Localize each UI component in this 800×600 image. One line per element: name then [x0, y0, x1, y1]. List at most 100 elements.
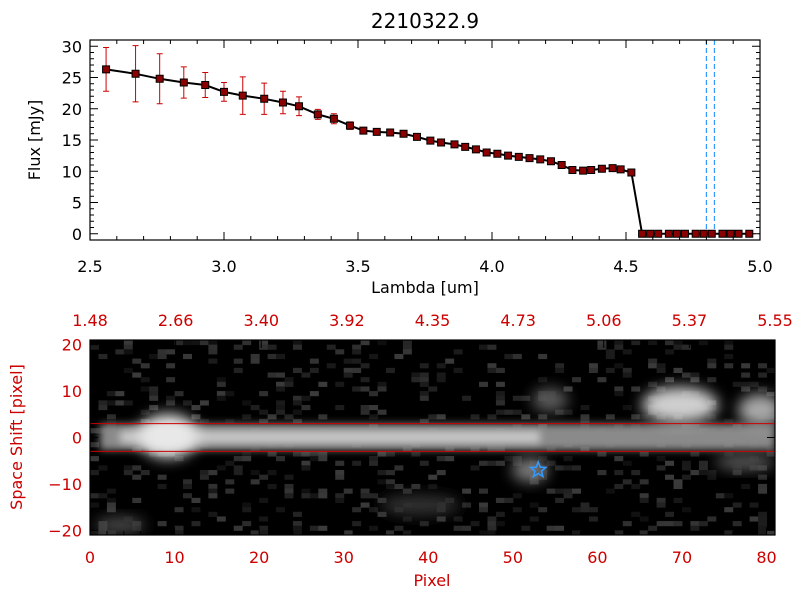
noise-pixel	[377, 479, 387, 485]
noise-pixel	[453, 516, 463, 522]
noise-pixel	[707, 377, 717, 383]
data-point	[627, 168, 636, 177]
noise-pixel	[419, 372, 429, 378]
noise-pixel	[233, 367, 243, 373]
noise-pixel	[698, 460, 708, 466]
noise-pixel	[597, 470, 607, 476]
spectrum-image	[90, 340, 775, 535]
x-tick-label: 70	[672, 548, 692, 567]
noise-pixel	[665, 377, 675, 383]
noise-pixel	[309, 493, 319, 499]
noise-pixel	[656, 521, 666, 527]
noise-pixel	[225, 488, 235, 494]
noise-pixel	[665, 511, 675, 517]
noise-pixel	[267, 353, 277, 360]
noise-pixel	[352, 386, 362, 392]
noise-pixel	[276, 409, 286, 415]
image-x-axis-label: Pixel	[413, 571, 450, 590]
noise-pixel	[352, 349, 362, 355]
noise-pixel	[250, 358, 260, 364]
noise-pixel	[495, 400, 505, 406]
aperture-lines	[90, 423, 775, 452]
data-point	[295, 102, 304, 111]
image-x-ticks: 0 10 20 30 40 50 60 70 80	[85, 527, 777, 567]
noise-pixel	[157, 521, 167, 527]
noise-pixel	[605, 414, 615, 420]
noise-pixel	[512, 409, 522, 415]
noise-pixel	[656, 363, 666, 369]
noise-pixel	[445, 358, 455, 364]
noise-pixel	[276, 381, 286, 387]
noise-pixel	[681, 465, 691, 471]
noise-pixel	[259, 409, 269, 415]
noise-pixel	[622, 405, 632, 411]
noise-pixel	[140, 363, 150, 369]
x-tick-label: 5.0	[747, 257, 772, 276]
noise-pixel	[343, 488, 353, 494]
noise-pixel	[98, 530, 108, 535]
noise-pixel	[580, 418, 590, 425]
noise-pixel	[665, 521, 675, 527]
noise-pixel	[208, 470, 218, 476]
noise-pixel	[276, 353, 286, 360]
noise-pixel	[335, 405, 345, 411]
bright-source-left	[138, 414, 198, 458]
noise-pixel	[402, 344, 412, 350]
noise-pixel	[394, 353, 404, 360]
noise-pixel	[419, 460, 429, 466]
noise-pixel	[267, 372, 277, 378]
noise-pixel	[639, 530, 649, 535]
data-point	[568, 166, 577, 174]
noise-pixel	[183, 483, 192, 490]
noise-pixel	[555, 488, 565, 494]
noise-pixel	[199, 474, 209, 480]
noise-pixel	[259, 497, 269, 503]
noise-pixel	[284, 488, 294, 494]
noise-pixel	[369, 414, 379, 420]
noise-pixel	[115, 400, 125, 406]
noise-pixel	[605, 367, 615, 373]
noise-pixel	[242, 400, 252, 406]
noise-pixel	[479, 381, 488, 387]
noise-pixel	[352, 521, 362, 527]
noise-pixel	[470, 465, 480, 471]
data-point	[345, 121, 354, 130]
noise-pixel	[495, 497, 505, 503]
noise-pixel	[690, 521, 700, 527]
noise-pixel	[479, 507, 488, 513]
noise-pixel	[546, 525, 556, 531]
noise-pixel	[394, 465, 404, 471]
noise-pixel	[174, 530, 184, 535]
noise-pixel	[216, 465, 226, 471]
noise-pixel	[106, 391, 116, 397]
noise-pixel	[758, 488, 768, 494]
noise-pixel	[572, 377, 581, 383]
noise-pixel	[402, 516, 412, 522]
noise-pixel	[191, 507, 201, 513]
noise-pixel	[749, 516, 759, 522]
noise-pixel	[276, 372, 286, 378]
noise-pixel	[123, 349, 133, 355]
noise-pixel	[199, 400, 209, 406]
noise-pixel	[267, 344, 277, 350]
noise-pixel	[521, 414, 531, 420]
y-tick-label: 10	[62, 162, 82, 181]
noise-pixel	[402, 488, 412, 494]
noise-pixel	[648, 525, 658, 531]
noise-pixel	[377, 451, 387, 457]
noise-pixel	[292, 400, 302, 406]
noise-pixel	[208, 349, 218, 355]
noise-pixel	[183, 400, 192, 406]
noise-pixel	[377, 381, 387, 387]
noise-pixel	[292, 367, 302, 373]
noise-pixel	[394, 483, 404, 490]
noise-pixel	[309, 391, 319, 397]
noise-pixel	[123, 465, 133, 471]
noise-pixel	[724, 344, 734, 350]
noise-pixel	[166, 377, 176, 383]
data-point	[680, 229, 689, 238]
noise-pixel	[233, 470, 243, 476]
noise-pixel	[555, 367, 565, 373]
noise-pixel	[622, 372, 632, 378]
noise-pixel	[301, 460, 311, 466]
